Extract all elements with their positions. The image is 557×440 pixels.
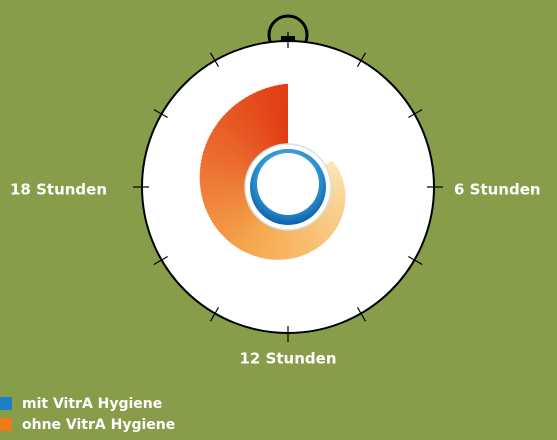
legend-label: ohne VitrA Hygiene	[22, 417, 175, 433]
legend-swatch-blue	[0, 397, 12, 410]
label-6h: 6 Stunden	[454, 181, 541, 199]
legend-label: mit VitrA Hygiene	[22, 396, 162, 412]
infographic: 18 Stunden 6 Stunden 12 Stunden mit Vitr…	[0, 0, 557, 440]
label-12h: 12 Stunden	[239, 350, 336, 368]
label-18h: 18 Stunden	[10, 181, 107, 199]
center-inner	[257, 153, 319, 215]
legend-swatch-orange	[0, 418, 12, 431]
stopwatch-diagram: 18 Stunden 6 Stunden 12 Stunden mit Vitr…	[0, 0, 557, 440]
